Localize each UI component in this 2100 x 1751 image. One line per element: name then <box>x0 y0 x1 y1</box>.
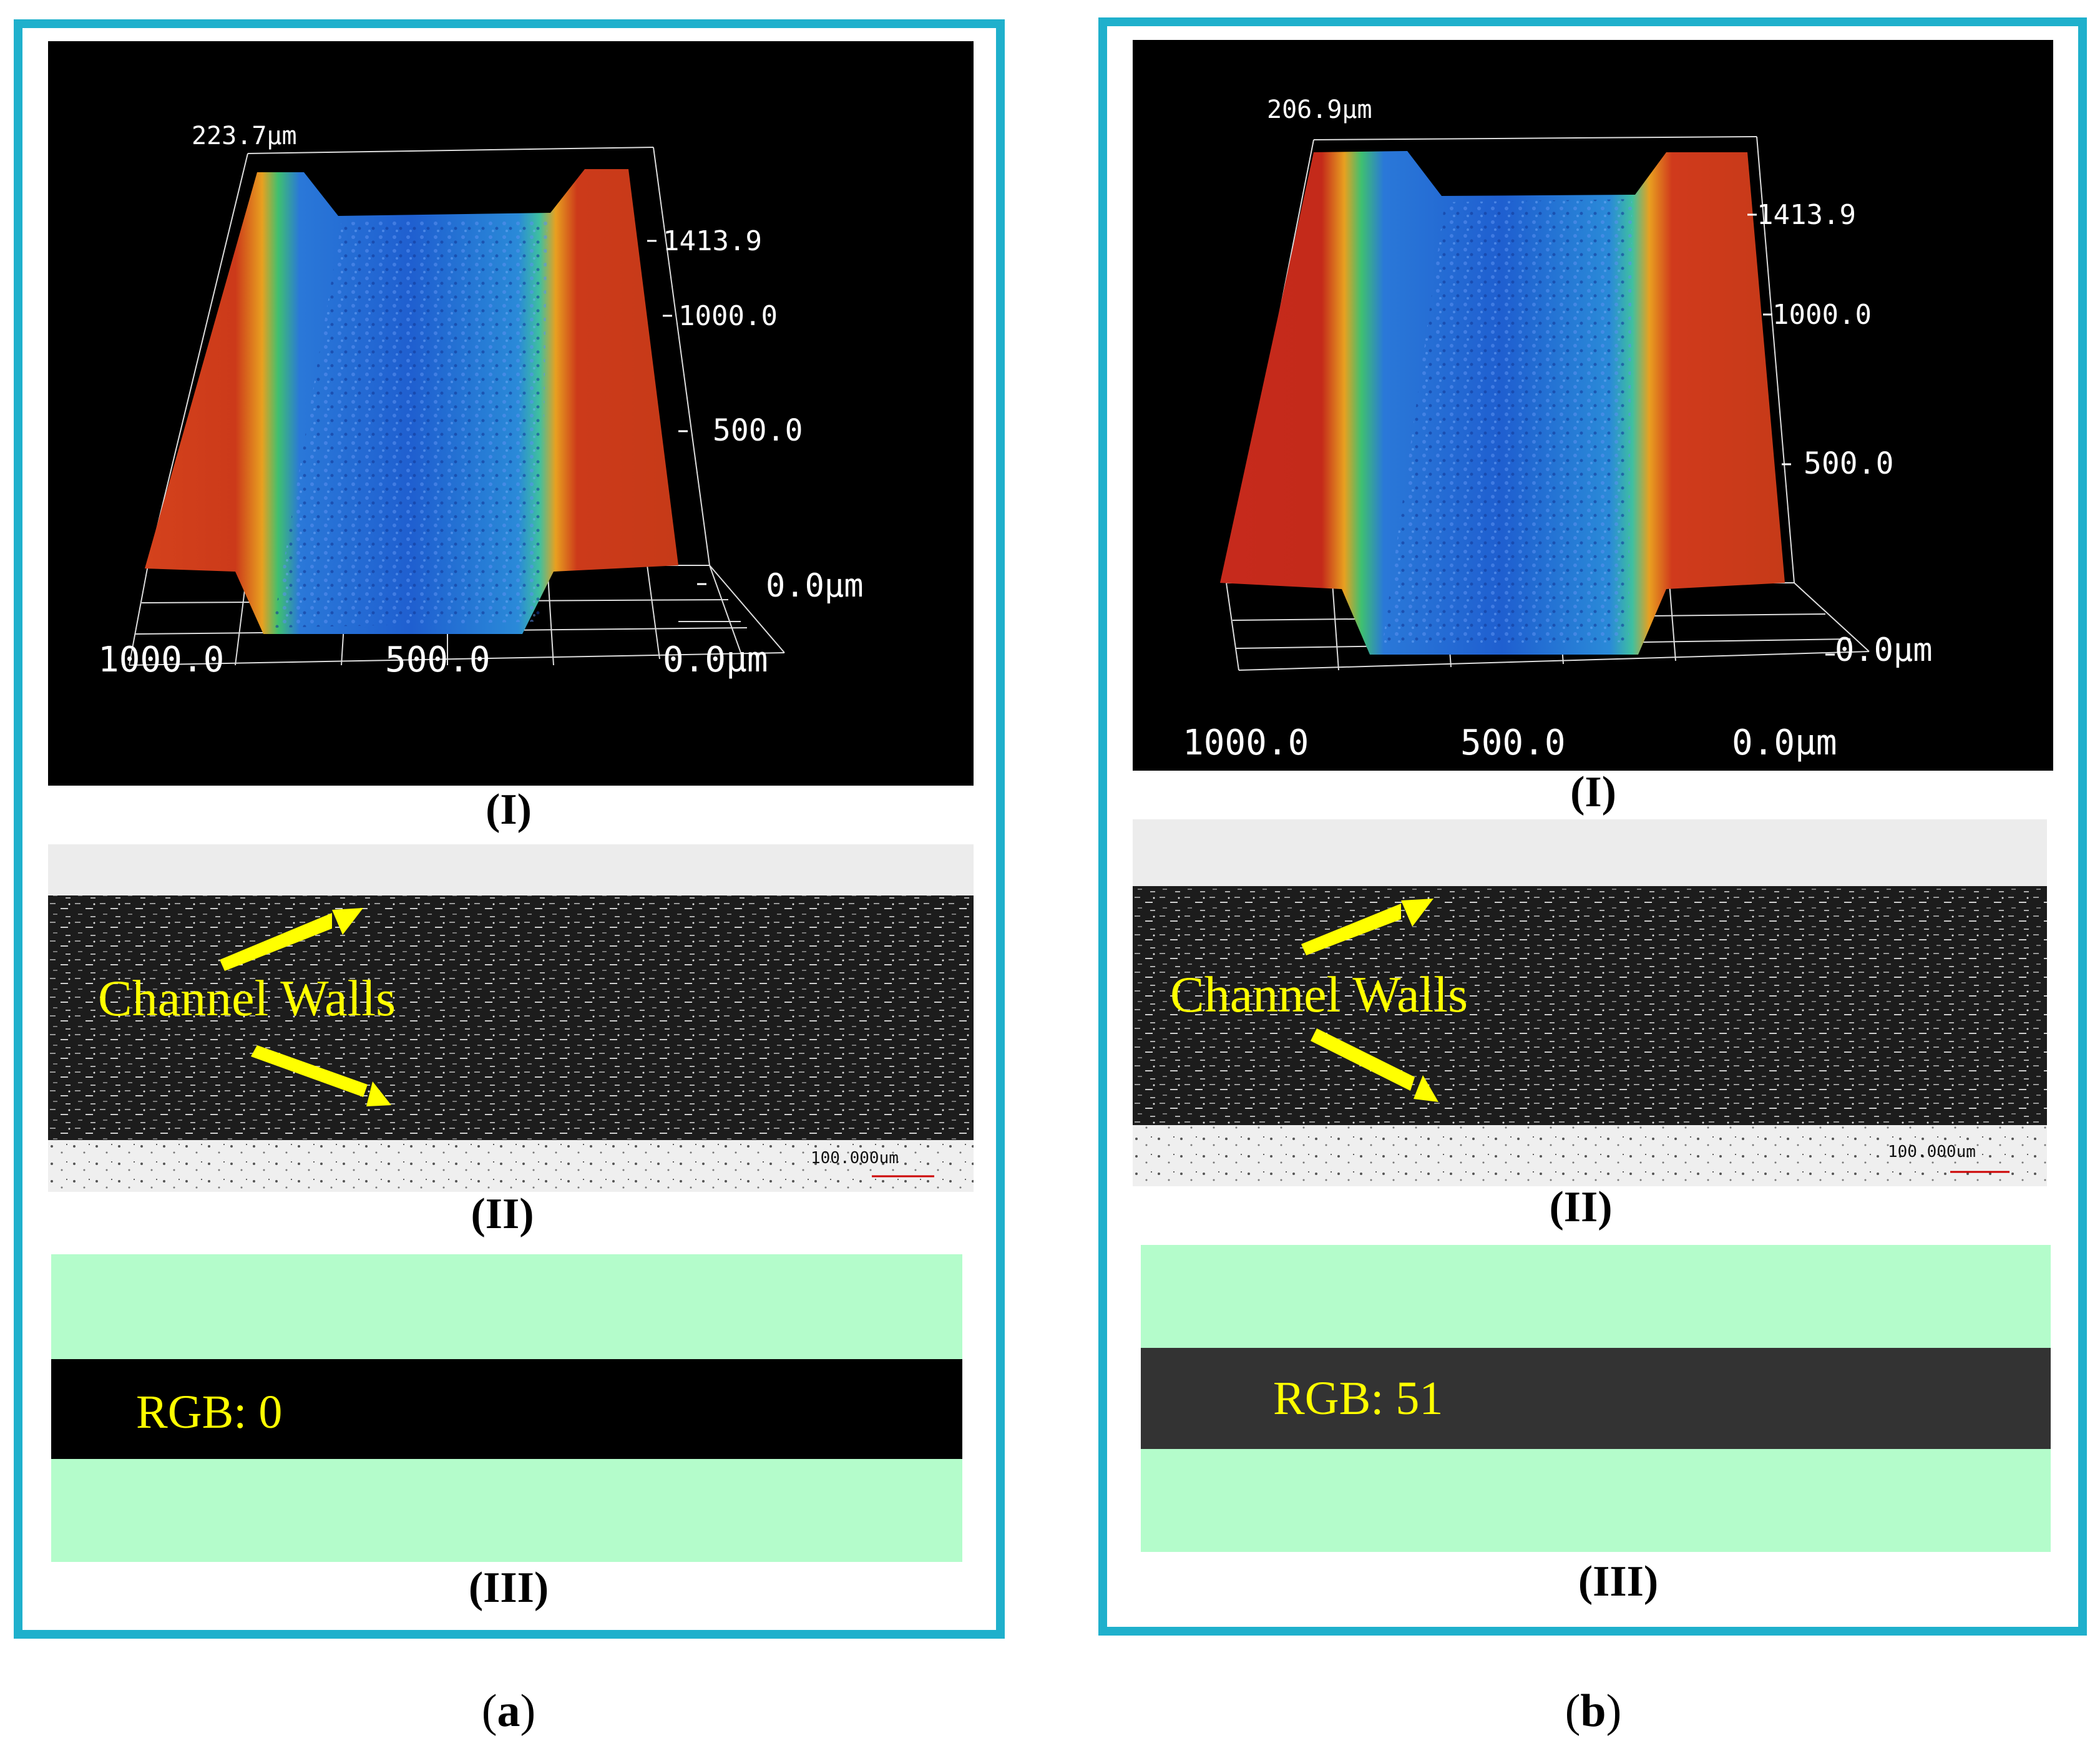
panel-a-rgb-panel: RGB: 0 <box>51 1254 962 1562</box>
panel-b-z-tick-2: 500.0 <box>1804 446 1894 481</box>
panel-b-height-label: 206.9µm <box>1267 95 1372 124</box>
panel-a-z-tick-0: 1413.9 <box>663 225 762 257</box>
panel-a-grid <box>129 147 785 666</box>
panel-a-sublabel-iii: (III) <box>468 1564 549 1612</box>
panel-b-sublabel-i: (I) <box>1570 768 1616 816</box>
panel-b-rgb-label: RGB: 51 <box>1273 1372 1443 1425</box>
panel-b-annotation: Channel Walls <box>1170 966 1468 1023</box>
panel-a-z-tick-1: 1000.0 <box>678 300 778 332</box>
panel-a-profile-svg: 223.7µm 1413.9 1000.0 500.0 0.0µm 1000.0… <box>98 122 864 680</box>
panel-b-x-tick-2: 0.0µm <box>1732 723 1837 763</box>
panel-a-annotation: Channel Walls <box>98 970 396 1027</box>
panel-a-sublabel-ii: (II) <box>471 1190 534 1238</box>
panel-b-scale-bar: 100.000um <box>1888 1143 1976 1161</box>
panel-a-x-tick-1: 500.0 <box>385 640 491 680</box>
panel-a-micrograph: Channel Walls 100.000um <box>48 844 974 1192</box>
panel-b-z-tick-0: 1413.9 <box>1757 199 1856 231</box>
panel-a-rgb-label: RGB: 0 <box>136 1386 283 1438</box>
panel-a-x-tick-0: 1000.0 <box>98 640 224 680</box>
panel-b-profile-svg: 206.9µm 1413.9 1000.0 500.0 0.0µm 1000.0… <box>1183 95 1933 763</box>
panel-a-z-tick-3: 0.0µm <box>766 567 864 605</box>
panel-b-sublabel-iii: (III) <box>1578 1558 1659 1606</box>
panel-b-caption: (b) <box>1565 1685 1622 1737</box>
panel-b-z-tick-1: 1000.0 <box>1772 299 1872 331</box>
panel-b-rgb-panel: RGB: 51 <box>1141 1245 2051 1552</box>
panel-b-x-tick-1: 500.0 <box>1460 723 1566 763</box>
panel-a-rgb-band <box>51 1359 962 1459</box>
panel-a-scale-bar: 100.000um <box>811 1149 899 1168</box>
panel-b-z-tick-3: 0.0µm <box>1835 632 1933 669</box>
panel-a-x-tick-2: 0.0µm <box>663 640 768 680</box>
panel-a-height-label: 223.7µm <box>192 122 297 150</box>
panel-b-x-tick-0: 1000.0 <box>1183 723 1309 763</box>
panel-a-frame <box>14 19 1005 1639</box>
panel-b-surface-texture <box>1382 199 1632 645</box>
panel-a-surface-texture <box>273 219 547 628</box>
panel-a-sublabel-i: (I) <box>486 786 532 834</box>
panel-b-sublabel-ii: (II) <box>1549 1183 1613 1231</box>
panel-b-micrograph: Channel Walls 100.000um <box>1133 819 2047 1186</box>
panel-b-frame <box>1098 17 2087 1636</box>
panel-b-profile-plot: 206.9µm 1413.9 1000.0 500.0 0.0µm 1000.0… <box>1133 40 2053 771</box>
panel-a-z-tick-2: 500.0 <box>713 413 803 448</box>
panel-b-rgb-band <box>1141 1348 2051 1449</box>
panel-a-profile-plot: 223.7µm 1413.9 1000.0 500.0 0.0µm 1000.0… <box>48 41 974 786</box>
panel-a-caption: (a) <box>481 1685 536 1737</box>
